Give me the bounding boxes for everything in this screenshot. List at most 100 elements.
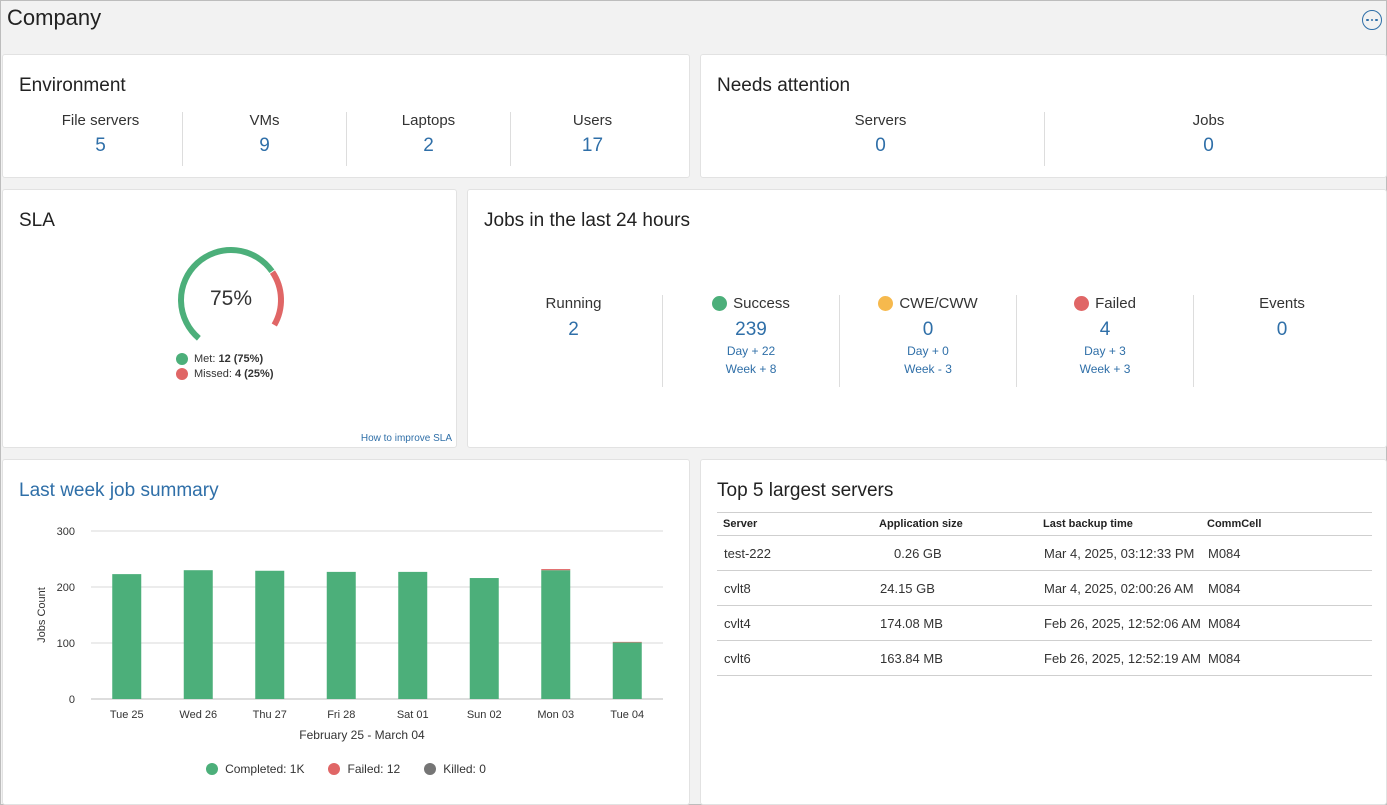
jobs-title: Jobs in the last 24 hours [484,210,690,231]
stat-label: File servers [61,112,140,129]
job-summary-chart: 0 100 200 300 Tue 25 Wed 26 Thu 27 Fri 28 Sat 01… [36,526,663,742]
stat-label: Jobs [1192,112,1225,129]
job-value[interactable]: 4 [1099,319,1111,340]
legend-completed[interactable]: Completed: 1K [206,762,304,776]
environment-panel: Environment File servers 5 VMs 9 Laptops… [2,54,690,178]
table-row[interactable]: cvlt6 163.84 MB Feb 26, 2025, 12:52:19 A… [717,640,1372,676]
x-tick-label: Fri 28 [327,709,355,721]
x-axis-label: February 25 - March 04 [299,728,425,742]
job-label: Failed [1074,295,1136,312]
failed-dot-icon [328,763,341,775]
stat-value[interactable]: 5 [95,135,106,156]
y-tick-label: 100 [57,638,75,650]
job-running: Running 2 [485,295,662,387]
stat-value[interactable]: 17 [581,135,604,156]
job-week-delta: Week - 3 [904,362,952,376]
killed-dot-icon [424,763,437,775]
bar-failed[interactable] [541,569,571,571]
table-row[interactable]: cvlt4 174.08 MB Feb 26, 2025, 12:52:06 A… [717,605,1372,641]
needs-attention-title: Needs attention [717,75,851,96]
bar-completed[interactable] [112,574,142,699]
sla-legend-met: Met: 12 (75%) [176,351,274,366]
sla-title: SLA [19,210,55,231]
needs-attention-panel: Needs attention Servers 0 Jobs 0 [700,54,1387,178]
job-value[interactable]: 239 [735,319,767,340]
job-events: Events 0 [1193,295,1370,387]
top-servers-panel: Top 5 largest servers Server Application… [700,459,1387,805]
bar-completed[interactable] [398,571,428,699]
success-dot-icon [712,296,728,311]
column-header-server[interactable]: Server [717,512,873,536]
job-day-delta: Day + 3 [1084,344,1126,358]
stat-users: Users 17 [510,112,674,166]
environment-title: Environment [19,75,126,96]
job-value[interactable]: 0 [1276,319,1288,340]
how-to-improve-sla-link[interactable]: How to improve SLA [360,433,452,444]
stat-file-servers: File servers 5 [19,112,182,166]
job-label: Running [545,295,602,312]
stat-label: VMs [249,112,280,129]
job-cwe: CWE/CWW 0 Day + 0 Week - 3 [839,295,1016,387]
job-week-delta: Week + 3 [1079,362,1131,376]
chart-legend: Completed: 1K Failed: 12 Killed: 0 [3,762,689,776]
column-header-last-backup-time[interactable]: Last backup time [1037,512,1201,536]
bar-failed[interactable] [612,641,642,643]
stat-label: Laptops [401,112,456,129]
cell-server: test-222 [717,535,873,571]
cell-commcell: M084 [1201,605,1372,641]
stat-servers: Servers 0 [717,112,1044,166]
page-title: Company [7,5,102,30]
cell-commcell: M084 [1201,640,1372,676]
stat-value[interactable]: 9 [259,135,270,156]
cell-application-size: 174.08 MB [873,605,1037,641]
column-header-commcell[interactable]: CommCell [1201,512,1372,536]
bar-completed[interactable] [326,571,356,699]
job-value[interactable]: 0 [922,319,934,340]
legend-killed-label: Killed: 0 [443,762,486,776]
job-value[interactable]: 2 [568,319,579,340]
cell-commcell: M084 [1201,535,1372,571]
bar-completed[interactable] [469,578,499,699]
stat-laptops: Laptops 2 [346,112,510,166]
bar-completed[interactable] [255,570,285,699]
job-label: Events [1259,295,1305,312]
stat-label: Users [572,112,613,129]
x-tick-label: Wed 26 [179,709,217,721]
cell-last-backup-time: Feb 26, 2025, 12:52:06 AM [1037,605,1201,641]
sla-legend: Met: 12 (75%) Missed: 4 (25%) [176,351,274,381]
stat-value[interactable]: 0 [875,135,886,156]
bar-completed[interactable] [612,642,642,699]
column-header-application-size[interactable]: Application size [873,512,1037,536]
job-failed: Failed 4 Day + 3 Week + 3 [1016,295,1193,387]
sla-percent: 75% [209,287,253,310]
top-servers-table: Server Application size Last backup time… [717,512,1372,676]
sla-panel: SLA 75% Met: 12 (75%) Missed: 4 (25%) Ho… [2,189,457,448]
cell-server: cvlt4 [717,605,873,641]
missed-label: Missed: [194,367,232,380]
last-week-panel: Last week job summary 0 100 200 300 Tue 25 We… [2,459,690,805]
table-row[interactable]: cvlt8 24.15 GB Mar 4, 2025, 02:00:26 AM … [717,570,1372,606]
stat-value[interactable]: 2 [423,135,434,156]
more-options-icon[interactable] [1362,10,1382,30]
legend-failed[interactable]: Failed: 12 [328,762,400,776]
sla-legend-missed: Missed: 4 (25%) [176,366,274,381]
table-row[interactable]: test-222 0.26 GB Mar 4, 2025, 03:12:33 P… [717,535,1372,571]
bar-completed[interactable] [541,570,571,699]
last-week-title-link[interactable]: Last week job summary [19,480,219,501]
sla-missed-arc [269,270,284,327]
x-tick-label: Sat 01 [397,709,429,721]
bar-completed[interactable] [183,570,213,699]
legend-killed[interactable]: Killed: 0 [424,762,486,776]
job-label: Success [712,295,790,312]
x-tick-label: Mon 03 [537,709,574,721]
warning-dot-icon [878,296,894,311]
cell-application-size: 0.26 GB [873,535,1037,571]
sla-gauge[interactable] [176,244,288,350]
stat-value[interactable]: 0 [1203,135,1214,156]
legend-failed-label: Failed: 12 [347,762,401,776]
y-tick-label: 300 [57,526,75,538]
cell-last-backup-time: Mar 4, 2025, 03:12:33 PM [1037,535,1201,571]
y-axis-label: Jobs Count [36,587,48,643]
met-value: 12 (75%) [218,352,264,365]
x-tick-label: Sun 02 [467,709,502,721]
